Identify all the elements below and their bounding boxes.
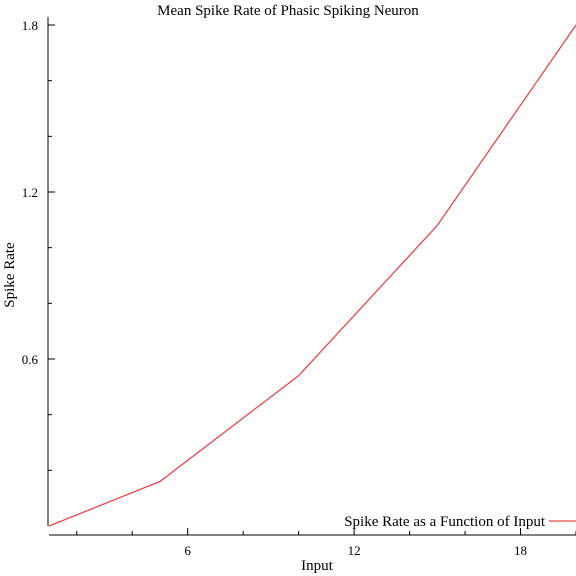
y-axis: 0.6 1.2 1.8 [22,17,55,526]
x-tick-label: 18 [514,543,527,558]
y-tick-label: 1.8 [22,18,38,33]
x-tick-label: 6 [184,543,191,558]
plot-area [48,24,576,527]
y-axis-label: Spike Rate [2,242,18,308]
x-axis-label: Input [301,558,333,574]
chart-title: Mean Spike Rate of Phasic Spiking Neuron [157,3,419,19]
x-tick-label: 12 [348,543,361,558]
legend-label: Spike Rate as a Function of Input [344,514,546,530]
y-tick-label: 1.2 [22,185,38,200]
y-tick-label: 0.6 [22,352,39,367]
x-axis: 6 12 18 [49,528,576,558]
legend: Spike Rate as a Function of Input [344,514,576,530]
series-line [48,24,576,527]
